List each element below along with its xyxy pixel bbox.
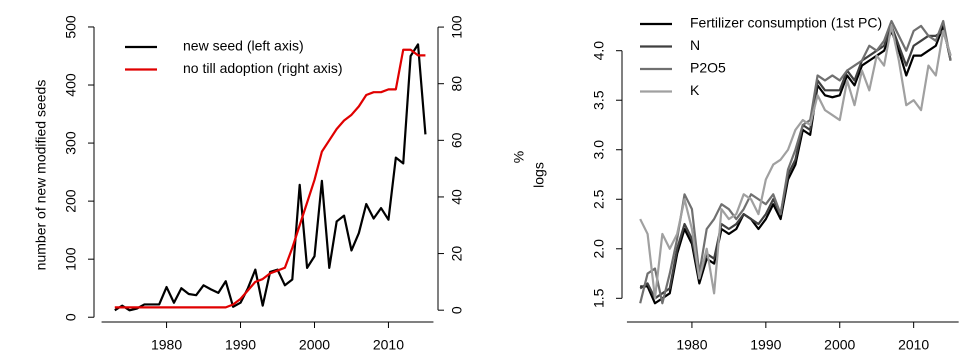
y-tick-label: 2.0 <box>591 239 607 259</box>
x-tick-label: 2000 <box>299 337 330 353</box>
y-tick-label: 200 <box>63 189 79 213</box>
y2-tick-label: 0 <box>449 306 465 314</box>
y2-tick-label: 60 <box>449 132 465 148</box>
y2-axis-title: % <box>511 151 527 163</box>
x-tick-label: 2010 <box>373 337 404 353</box>
series-line <box>639 24 952 300</box>
legend-label: new seed (left axis) <box>183 38 304 54</box>
y-tick-label: 100 <box>63 247 79 271</box>
y-axis-title: number of new modified seeds <box>33 80 49 271</box>
legend-label: no till adoption (right axis) <box>183 60 343 76</box>
x-tick-label: 2010 <box>898 337 929 353</box>
series-line <box>640 24 952 305</box>
series-line <box>639 24 952 300</box>
y2-tick-label: 40 <box>449 189 465 205</box>
y-axis-title: logs <box>531 162 547 188</box>
x-tick-label: 1990 <box>225 337 256 353</box>
y-tick-label: 3.5 <box>591 90 607 110</box>
y-tick-label: 2.5 <box>591 189 607 209</box>
legend-label: Fertilizer consumption (1st PC) <box>690 15 882 31</box>
y2-tick-label: 20 <box>449 246 465 262</box>
y-tick-label: 500 <box>63 15 79 39</box>
y2-tick-label: 100 <box>449 15 465 39</box>
y2-tick-label: 80 <box>449 76 465 92</box>
series-line <box>114 43 427 312</box>
x-tick-label: 1980 <box>676 337 707 353</box>
x-tick-label: 1990 <box>750 337 781 353</box>
series-line <box>639 19 952 305</box>
legend-label: K <box>690 82 700 98</box>
y-tick-label: 300 <box>63 131 79 155</box>
x-tick-label: 1980 <box>151 337 182 353</box>
legend-label: P2O5 <box>690 60 726 76</box>
x-tick-label: 2000 <box>824 337 855 353</box>
y-tick-label: 0 <box>63 313 79 321</box>
y-tick-label: 1.5 <box>591 288 607 308</box>
legend-label: N <box>690 37 700 53</box>
y-tick-label: 4.0 <box>591 41 607 61</box>
y-tick-label: 3.0 <box>591 140 607 160</box>
y-tick-label: 400 <box>63 73 79 97</box>
series-line <box>114 48 426 309</box>
